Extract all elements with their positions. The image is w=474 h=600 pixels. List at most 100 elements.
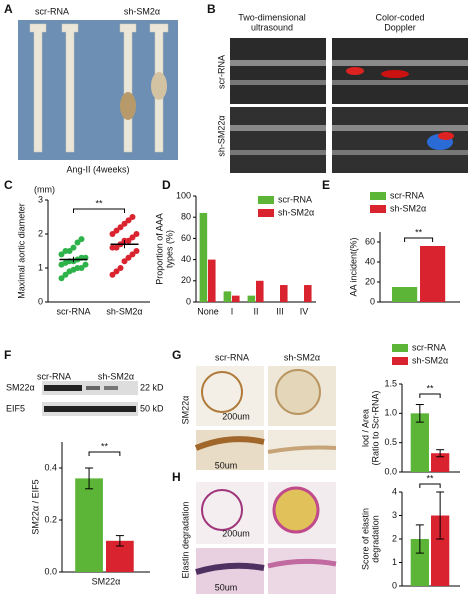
photo-background	[18, 20, 178, 160]
ultrasound-images	[230, 38, 468, 173]
row-label: sh-SM22α	[216, 115, 226, 156]
panel-label: E	[322, 178, 330, 192]
y-tick-label: 4	[392, 486, 397, 496]
legend-label: scr-RNA	[278, 194, 312, 204]
bar	[75, 478, 103, 572]
scale-label: 200um	[222, 528, 250, 538]
significance-bracket	[88, 451, 121, 456]
group-label: scr-RNA	[37, 371, 71, 381]
bar	[223, 291, 232, 302]
point	[125, 254, 132, 261]
bar	[304, 285, 312, 302]
legend-swatch	[258, 209, 274, 217]
y-axis-label: Proportion of AAA	[154, 213, 164, 285]
caption: Ang-II (4weeks)	[66, 164, 129, 174]
y-tick-label: 0	[186, 296, 191, 306]
y-tick-label: 0.4	[44, 462, 57, 472]
significance-label: **	[95, 198, 103, 208]
point	[125, 237, 132, 244]
column-label: Doppler	[384, 22, 416, 32]
point	[129, 251, 136, 258]
point	[133, 248, 140, 254]
point	[58, 275, 65, 282]
error-bar	[436, 491, 445, 540]
panel-label: D	[162, 178, 171, 192]
significance-label: **	[426, 383, 434, 393]
error-bar	[436, 449, 445, 458]
panel-label: C	[4, 178, 13, 192]
y-tick-label: 0.2	[44, 514, 57, 524]
legend-label: scr-RNA	[390, 190, 424, 200]
column-label: ultrasound	[251, 22, 293, 32]
bar	[247, 295, 256, 302]
significance-bracket	[73, 208, 125, 213]
bar	[392, 287, 418, 302]
y-axis-label: types (%)	[164, 230, 174, 268]
legend-label: sh-SM2α	[412, 355, 448, 365]
x-tick-label: II	[253, 306, 258, 316]
y-tick-label: 0.0	[44, 566, 57, 576]
point	[129, 214, 136, 220]
point	[78, 236, 85, 243]
y-tick-label: 1	[392, 557, 397, 567]
point	[117, 224, 124, 231]
group-label: sh-SM2α	[124, 6, 160, 16]
column-label: Two-dimensional	[238, 12, 306, 22]
significance-bracket	[404, 237, 434, 242]
bar	[420, 246, 446, 302]
y-tick-label: 80	[181, 212, 191, 222]
error-bar	[415, 524, 424, 554]
bar	[410, 539, 429, 586]
y-tick-label: 3	[392, 510, 397, 520]
y-tick-label: 0.0	[384, 466, 397, 476]
y-axis-label: AA incident(%)	[348, 237, 358, 296]
blot	[42, 381, 138, 416]
panel-label: A	[4, 2, 13, 16]
size-label: 22 kD	[140, 382, 164, 392]
y-axis-unit: (mm)	[34, 184, 55, 194]
y-tick-label: 1.0	[384, 408, 397, 418]
point	[125, 217, 132, 224]
y-axis-label: Maximal aortic diameter	[16, 203, 26, 299]
point	[129, 234, 136, 241]
x-tick-label: sh-SM2α	[106, 306, 142, 316]
y-tick-label: 20	[365, 276, 375, 286]
point	[117, 265, 124, 271]
band-label: SM22α	[6, 382, 35, 392]
y-tick-label: 2	[38, 228, 43, 238]
group-label: sh-SM2α	[98, 371, 134, 381]
point	[66, 248, 73, 254]
histology-images	[194, 366, 337, 470]
point	[121, 258, 128, 265]
histology-images	[195, 482, 337, 594]
y-tick-label: 0	[370, 296, 375, 306]
panel-label: F	[4, 348, 11, 362]
y-axis-label: degradation	[370, 515, 380, 563]
point	[74, 239, 81, 246]
scale-label: 50um	[215, 460, 238, 470]
x-tick-label: None	[197, 306, 219, 316]
y-tick-label: 40	[365, 256, 375, 266]
point	[78, 265, 85, 271]
legend-label: scr-RNA	[412, 342, 446, 352]
y-axis-label: Score of elastin	[360, 508, 370, 570]
legend-swatch	[258, 196, 274, 204]
y-tick-label: 1.5	[384, 378, 397, 388]
point	[109, 231, 116, 237]
band-label: EIF5	[6, 403, 25, 413]
bar	[431, 453, 450, 472]
y-tick-label: 40	[181, 254, 191, 264]
significance-bracket	[419, 483, 441, 488]
y-axis-label: (Ratio to Scr-RNA)	[370, 390, 380, 465]
panel-label: H	[172, 470, 181, 484]
panel-label: G	[172, 348, 181, 362]
x-tick-label: I	[231, 306, 234, 316]
row-label: SM22α	[180, 396, 190, 425]
legend-label: sh-SM2α	[278, 207, 314, 217]
error-bar	[85, 467, 94, 490]
point	[109, 271, 116, 278]
error-bar	[115, 535, 124, 547]
point	[113, 268, 120, 275]
x-tick-label: SM22α	[92, 576, 121, 586]
